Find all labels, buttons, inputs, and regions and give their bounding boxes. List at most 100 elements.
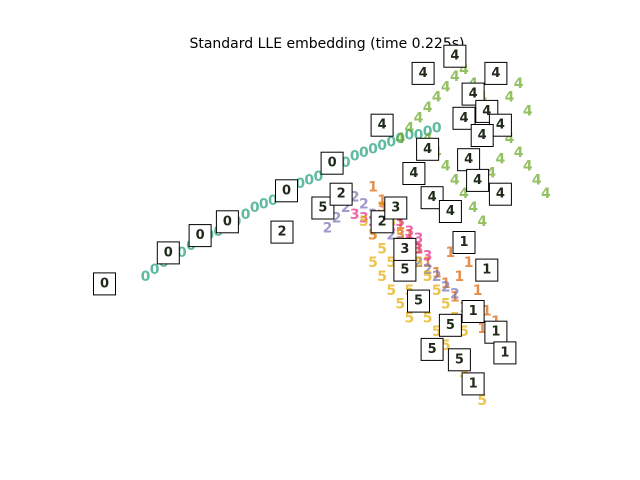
digit-4-point-14: 4 bbox=[523, 159, 533, 175]
digit-2-point-10: 2 bbox=[414, 255, 424, 271]
digit-0-point-26: 0 bbox=[377, 138, 387, 154]
thumbnail-box bbox=[461, 372, 485, 396]
thumbnail-4-21: 4 bbox=[466, 168, 490, 192]
digit-1-point-4: 1 bbox=[405, 228, 415, 244]
digit-4-point-16: 4 bbox=[541, 186, 551, 202]
thumbnail-box bbox=[270, 220, 294, 244]
digit-4-point-15: 4 bbox=[532, 172, 542, 188]
digit-2-point-12: 2 bbox=[432, 269, 442, 285]
thumbnail-4-19: 4 bbox=[402, 162, 426, 185]
thumbnail-box bbox=[275, 179, 298, 203]
digit-1-point-16: 1 bbox=[473, 283, 483, 299]
digit-4-point-20: 4 bbox=[459, 186, 469, 202]
digit-2-point-4: 2 bbox=[359, 197, 369, 213]
thumbnail-digit: 0 bbox=[100, 276, 109, 291]
thumbnail-4-11: 4 bbox=[443, 44, 467, 68]
digit-3-point-11: 3 bbox=[395, 214, 405, 230]
digit-5-point-14: 5 bbox=[377, 200, 387, 216]
thumbnail-1-28: 1 bbox=[484, 320, 508, 344]
digit-5-point-25: 5 bbox=[377, 269, 387, 285]
digit-3-point-13: 3 bbox=[414, 231, 424, 247]
digit-2-point-11: 2 bbox=[423, 262, 433, 278]
thumbnail-box bbox=[188, 224, 212, 248]
digit-1-point-9: 1 bbox=[450, 290, 460, 306]
digit-5-point-8: 5 bbox=[432, 324, 442, 340]
digit-0-point-31: 0 bbox=[423, 124, 433, 140]
thumbnail-box bbox=[156, 241, 180, 265]
thumbnail-digit: 2 bbox=[378, 214, 387, 229]
digit-0-point-1: 0 bbox=[150, 262, 160, 278]
digit-5-point-2: 5 bbox=[377, 241, 387, 257]
thumbnail-box bbox=[452, 106, 476, 130]
thumbnail-4-12: 4 bbox=[461, 82, 485, 106]
digit-5-point-0: 5 bbox=[359, 214, 369, 230]
digit-5-point-1: 5 bbox=[368, 228, 378, 244]
thumbnail-0-3: 0 bbox=[215, 210, 239, 234]
thumbnail-digit: 3 bbox=[400, 242, 409, 257]
thumbnail-digit: 4 bbox=[496, 187, 505, 202]
digit-4-point-25: 4 bbox=[496, 152, 506, 168]
digit-4-point-2: 4 bbox=[414, 110, 424, 126]
digit-3-point-12: 3 bbox=[405, 224, 415, 240]
thumbnail-5-34: 5 bbox=[420, 337, 444, 361]
thumbnail-5-35: 5 bbox=[447, 348, 471, 372]
thumbnail-box bbox=[329, 182, 353, 206]
digit-4-point-22: 4 bbox=[477, 214, 487, 230]
thumbnail-1-25: 1 bbox=[452, 231, 476, 254]
thumbnail-1-30: 1 bbox=[461, 372, 485, 396]
thumbnail-box bbox=[438, 200, 462, 223]
digit-1-point-3: 1 bbox=[395, 217, 405, 233]
thumbnail-box bbox=[370, 113, 394, 137]
thumbnail-box bbox=[416, 137, 440, 161]
thumbnail-box bbox=[384, 196, 408, 220]
digit-4-point-4: 4 bbox=[432, 90, 442, 106]
thumbnail-box bbox=[461, 82, 485, 106]
thumbnail-4-14: 4 bbox=[452, 106, 476, 130]
thumbnail-2-6: 2 bbox=[270, 220, 294, 244]
thumbnail-box bbox=[215, 210, 239, 234]
digit-4-point-27: 4 bbox=[514, 76, 524, 92]
digit-5-point-21: 5 bbox=[441, 297, 451, 313]
thumbnail-4-24: 4 bbox=[438, 200, 462, 223]
thumbnail-box bbox=[420, 337, 444, 361]
thumbnail-box bbox=[411, 61, 435, 85]
thumbnail-digit: 5 bbox=[455, 352, 464, 367]
thumbnail-box bbox=[320, 151, 344, 175]
thumbnail-digit: 4 bbox=[496, 118, 505, 133]
digit-3-point-14: 3 bbox=[368, 228, 378, 244]
thumbnail-5-32: 5 bbox=[407, 289, 430, 313]
thumbnail-0-1: 0 bbox=[156, 241, 180, 265]
thumbnail-0-2: 0 bbox=[188, 224, 212, 248]
thumbnail-box bbox=[438, 313, 462, 337]
digit-2-point-1: 2 bbox=[332, 210, 342, 226]
digit-3-point-9: 3 bbox=[377, 200, 387, 216]
digit-4-point-13: 4 bbox=[514, 145, 524, 161]
thumbnail-digit: 5 bbox=[400, 263, 409, 278]
digit-4-point-24: 4 bbox=[486, 166, 496, 182]
thumbnail-box bbox=[466, 168, 490, 192]
thumbnail-digit: 0 bbox=[282, 183, 291, 198]
digit-5-point-16: 5 bbox=[395, 228, 405, 244]
thumbnail-4-23: 4 bbox=[420, 186, 444, 210]
digit-4-point-0: 4 bbox=[395, 131, 405, 147]
thumbnail-box bbox=[461, 300, 485, 323]
thumbnail-digit: 4 bbox=[469, 87, 478, 102]
digit-3-point-8: 3 bbox=[423, 248, 433, 264]
digit-0-point-4: 0 bbox=[177, 245, 187, 261]
thumbnail-0-0: 0 bbox=[93, 272, 116, 296]
digit-1-point-19: 1 bbox=[455, 269, 465, 285]
digit-5-point-18: 5 bbox=[414, 255, 424, 271]
thumbnail-box bbox=[484, 61, 508, 85]
digit-0-point-14: 0 bbox=[268, 193, 278, 209]
thumbnail-digit: 5 bbox=[428, 342, 437, 357]
thumbnail-4-20: 4 bbox=[457, 148, 481, 172]
thumbnail-3-37: 3 bbox=[384, 196, 408, 220]
thumbnail-digit: 5 bbox=[446, 318, 455, 333]
digit-2-point-3: 2 bbox=[350, 190, 360, 206]
digit-0-point-18: 0 bbox=[304, 172, 314, 188]
thumbnail-digit: 2 bbox=[337, 187, 346, 202]
digit-0-point-22: 0 bbox=[341, 155, 351, 171]
thumbnail-digit: 2 bbox=[277, 225, 286, 240]
digit-0-point-0: 0 bbox=[141, 269, 151, 285]
digit-1-point-0: 1 bbox=[368, 179, 378, 195]
